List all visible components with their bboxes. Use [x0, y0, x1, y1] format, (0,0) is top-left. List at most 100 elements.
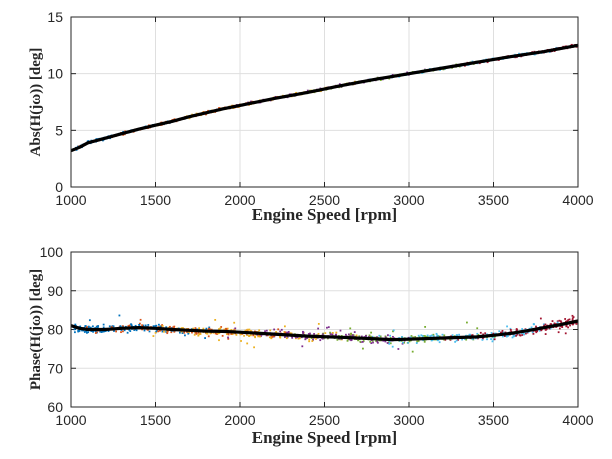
- data-point: [284, 336, 286, 338]
- data-point: [230, 332, 233, 335]
- data-point: [392, 329, 395, 332]
- data-point: [402, 341, 404, 344]
- data-point: [277, 328, 280, 331]
- data-point: [204, 337, 207, 339]
- data-point: [158, 329, 161, 332]
- data-point: [233, 321, 236, 324]
- data-point: [544, 328, 547, 331]
- data-point: [534, 330, 537, 332]
- data-point: [302, 332, 304, 335]
- data-point: [311, 340, 314, 342]
- data-point: [362, 340, 365, 342]
- y-tick-label: 10: [47, 66, 63, 82]
- data-point: [556, 320, 559, 323]
- data-point: [169, 325, 171, 328]
- data-point: [259, 335, 261, 338]
- data-point: [306, 89, 309, 92]
- data-point: [199, 333, 202, 335]
- data-point: [148, 330, 151, 333]
- data-point: [315, 338, 317, 340]
- data-point: [317, 322, 320, 325]
- data-point: [423, 335, 426, 337]
- data-point: [490, 338, 492, 341]
- x-tick-label: 4000: [562, 192, 593, 208]
- data-point: [283, 331, 286, 333]
- y-axis-label: Phase(H(jω)) [deg]: [28, 269, 44, 390]
- data-point: [286, 331, 289, 334]
- data-point: [78, 329, 81, 332]
- x-tick-label: 4000: [562, 412, 593, 428]
- data-point: [512, 335, 515, 338]
- data-point: [178, 331, 181, 334]
- data-point: [510, 330, 513, 333]
- data-point: [535, 331, 538, 334]
- data-point: [133, 329, 136, 331]
- data-point: [265, 334, 268, 337]
- data-point: [155, 330, 158, 333]
- data-point: [258, 329, 261, 332]
- data-point: [193, 333, 196, 336]
- data-point: [249, 334, 252, 337]
- data-point: [141, 324, 144, 327]
- data-point: [102, 323, 105, 326]
- data-point: [220, 326, 223, 328]
- data-point: [119, 325, 122, 328]
- data-point: [571, 317, 574, 320]
- data-point: [86, 331, 88, 334]
- data-point: [469, 333, 471, 336]
- data-point: [170, 331, 173, 334]
- data-point: [223, 328, 226, 331]
- data-point: [421, 335, 424, 337]
- data-point: [350, 339, 353, 341]
- data-point: [375, 340, 378, 342]
- data-point: [74, 331, 76, 334]
- data-point: [89, 326, 92, 329]
- data-point: [297, 337, 300, 340]
- data-point: [301, 345, 304, 348]
- data-point: [564, 318, 567, 320]
- data-point: [518, 52, 520, 55]
- data-point: [513, 335, 516, 337]
- data-point: [181, 332, 184, 334]
- data-point: [111, 325, 114, 328]
- data-point: [163, 330, 165, 333]
- data-point: [388, 340, 391, 343]
- data-point: [543, 324, 545, 327]
- data-point: [559, 320, 562, 323]
- data-point: [415, 342, 418, 344]
- data-point: [360, 335, 363, 338]
- y-tick-label: 5: [55, 122, 63, 138]
- data-point: [536, 330, 538, 333]
- data-point: [538, 329, 541, 332]
- data-point: [235, 333, 238, 336]
- data-point: [518, 334, 521, 336]
- data-point: [233, 329, 236, 332]
- data-point: [352, 334, 355, 336]
- data-point: [187, 332, 190, 335]
- data-point: [227, 336, 229, 339]
- data-point: [379, 335, 382, 338]
- data-point: [77, 329, 80, 332]
- data-point: [88, 319, 91, 322]
- data-point: [368, 334, 371, 337]
- data-point: [295, 336, 297, 339]
- data-point: [388, 342, 391, 345]
- data-point: [542, 323, 545, 326]
- data-point: [432, 335, 435, 338]
- data-point: [408, 340, 411, 343]
- data-point: [244, 329, 247, 332]
- data-point: [207, 335, 210, 338]
- data-point: [221, 334, 224, 337]
- data-point: [165, 330, 168, 333]
- data-point: [197, 331, 200, 334]
- data-point: [100, 331, 103, 333]
- data-point: [384, 336, 387, 339]
- data-point: [509, 328, 512, 331]
- data-point: [152, 335, 155, 337]
- data-point: [296, 336, 299, 339]
- data-point: [240, 340, 242, 342]
- data-point: [364, 335, 367, 337]
- data-point: [271, 335, 274, 338]
- data-point: [227, 333, 230, 336]
